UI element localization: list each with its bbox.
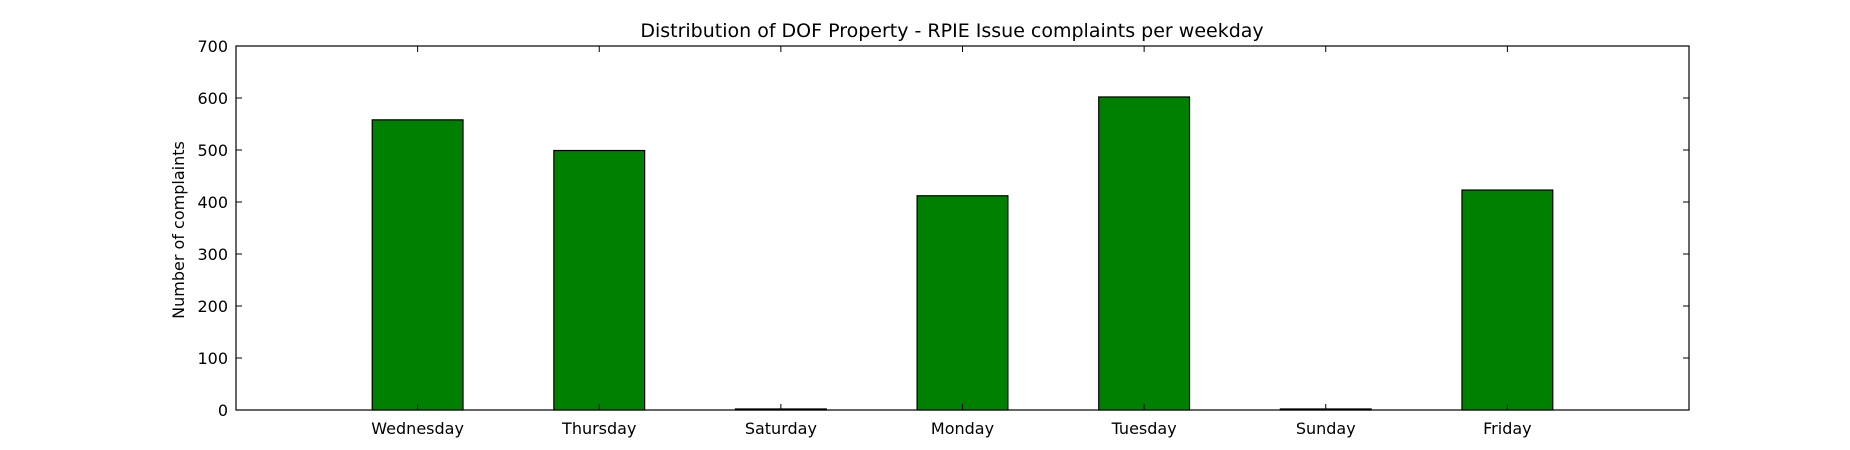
bar-thursday	[553, 149, 646, 411]
y-tick-label: 400	[197, 193, 228, 212]
y-tick-label: 200	[197, 297, 228, 316]
y-axis-label: Number of complaints	[169, 141, 188, 319]
y-tick-label: 300	[197, 245, 228, 264]
x-tick-label: Tuesday	[1111, 419, 1177, 438]
y-tick-label: 600	[197, 89, 228, 108]
bar-wednesday	[371, 119, 464, 411]
bars-group	[371, 96, 1554, 411]
y-tick-label: 0	[218, 401, 228, 420]
x-tick-label: Thursday	[561, 419, 636, 438]
x-tick-label: Friday	[1483, 419, 1532, 438]
y-axis-ticks: 0 100 200 300 400 500 600 700	[197, 37, 1689, 420]
y-tick-label: 500	[197, 141, 228, 160]
x-axis-ticks: Wednesday Thursday Saturday Monday Tuesday Su…	[371, 46, 1532, 438]
x-tick-label: Saturday	[745, 419, 817, 438]
y-tick-label: 100	[197, 349, 228, 368]
bar-friday	[1461, 189, 1554, 411]
bar-monday	[916, 195, 1009, 411]
bar-tuesday	[1098, 96, 1191, 411]
x-tick-label: Sunday	[1296, 419, 1356, 438]
x-tick-label: Wednesday	[371, 419, 464, 438]
chart-title: Distribution of DOF Property - RPIE Issu…	[640, 20, 1263, 42]
plot-frame	[235, 45, 1690, 411]
x-tick-label: Monday	[931, 419, 994, 438]
y-tick-label: 700	[197, 37, 228, 56]
